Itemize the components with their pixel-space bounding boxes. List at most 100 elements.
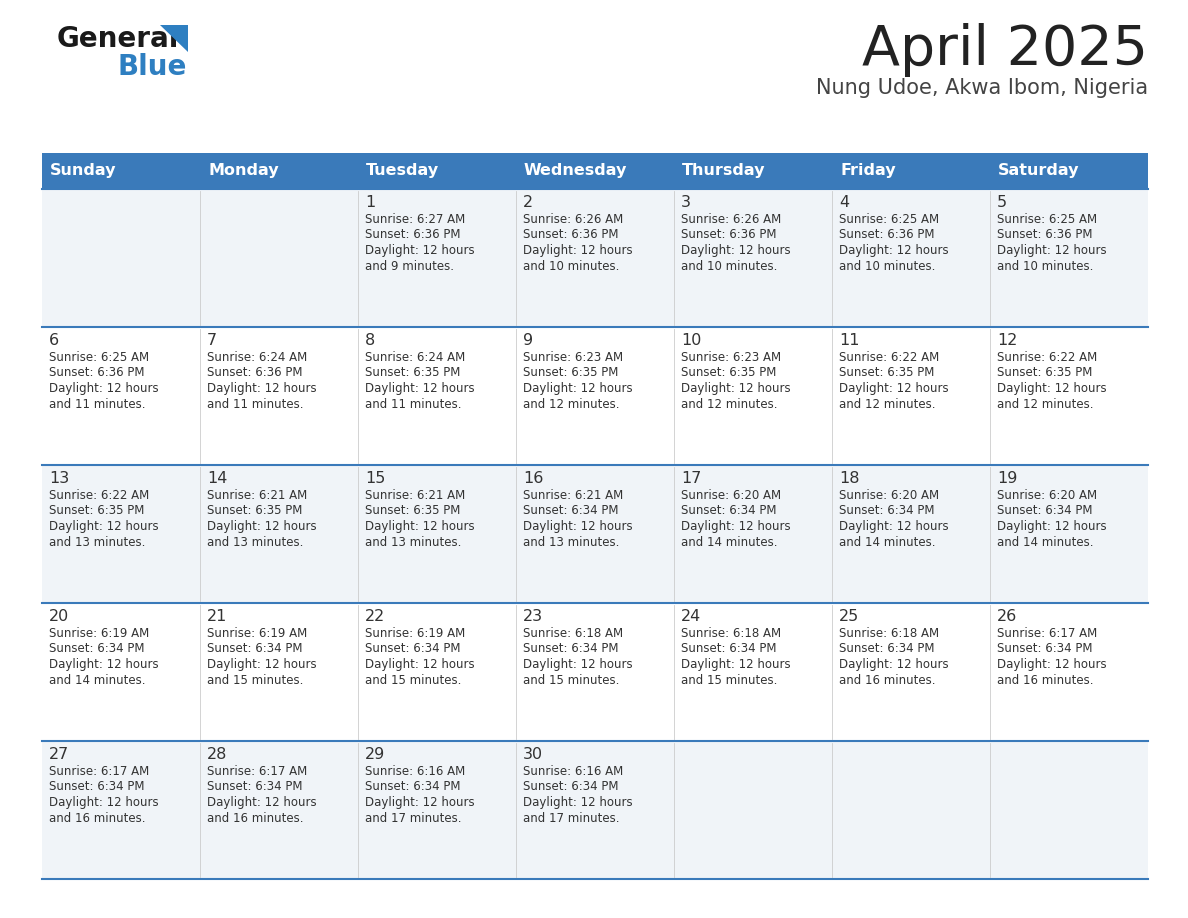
Text: Daylight: 12 hours: Daylight: 12 hours [681,520,791,533]
Text: Daylight: 12 hours: Daylight: 12 hours [523,244,633,257]
Text: and 14 minutes.: and 14 minutes. [681,535,777,548]
Bar [42,465,1148,603]
Text: and 10 minutes.: and 10 minutes. [997,260,1093,273]
Text: 6: 6 [49,333,59,348]
Text: and 14 minutes.: and 14 minutes. [997,535,1093,548]
Text: Monday: Monday [208,163,279,178]
Text: Sunset: 6:34 PM: Sunset: 6:34 PM [523,505,619,518]
Text: Daylight: 12 hours: Daylight: 12 hours [207,796,317,809]
Text: 4: 4 [839,195,849,210]
Bar [42,741,1148,879]
Text: Sunset: 6:35 PM: Sunset: 6:35 PM [207,505,303,518]
Text: Sunrise: 6:18 AM: Sunrise: 6:18 AM [523,627,624,640]
Text: Nung Udoe, Akwa Ibom, Nigeria: Nung Udoe, Akwa Ibom, Nigeria [816,78,1148,98]
Text: Sunset: 6:36 PM: Sunset: 6:36 PM [681,229,777,241]
Text: Sunrise: 6:17 AM: Sunrise: 6:17 AM [997,627,1098,640]
Text: Sunset: 6:34 PM: Sunset: 6:34 PM [365,780,461,793]
Text: Daylight: 12 hours: Daylight: 12 hours [997,382,1107,395]
Text: Daylight: 12 hours: Daylight: 12 hours [523,382,633,395]
Text: Sunset: 6:35 PM: Sunset: 6:35 PM [365,366,461,379]
Text: Sunset: 6:35 PM: Sunset: 6:35 PM [523,366,619,379]
Text: General: General [57,25,179,53]
Text: and 16 minutes.: and 16 minutes. [997,674,1093,687]
Text: and 13 minutes.: and 13 minutes. [523,535,619,548]
Text: Sunset: 6:34 PM: Sunset: 6:34 PM [207,643,303,655]
Text: Daylight: 12 hours: Daylight: 12 hours [839,244,949,257]
Text: Sunrise: 6:21 AM: Sunrise: 6:21 AM [523,489,624,502]
Text: Sunset: 6:34 PM: Sunset: 6:34 PM [997,505,1093,518]
Text: Sunset: 6:36 PM: Sunset: 6:36 PM [49,366,145,379]
Text: and 12 minutes.: and 12 minutes. [523,397,619,410]
Text: Sunset: 6:34 PM: Sunset: 6:34 PM [49,780,145,793]
Text: Daylight: 12 hours: Daylight: 12 hours [681,658,791,671]
Text: 5: 5 [997,195,1007,210]
Text: Sunrise: 6:18 AM: Sunrise: 6:18 AM [839,627,940,640]
Text: Sunrise: 6:20 AM: Sunrise: 6:20 AM [997,489,1098,502]
Text: Daylight: 12 hours: Daylight: 12 hours [365,520,475,533]
Text: Sunrise: 6:22 AM: Sunrise: 6:22 AM [49,489,150,502]
Text: 16: 16 [523,471,543,486]
Text: and 16 minutes.: and 16 minutes. [207,812,303,824]
Bar [42,189,1148,327]
Text: 8: 8 [365,333,375,348]
Text: 30: 30 [523,747,543,762]
Text: and 16 minutes.: and 16 minutes. [839,674,935,687]
Text: Daylight: 12 hours: Daylight: 12 hours [523,796,633,809]
Text: Sunrise: 6:16 AM: Sunrise: 6:16 AM [523,765,624,778]
Text: 7: 7 [207,333,217,348]
Text: Sunrise: 6:20 AM: Sunrise: 6:20 AM [839,489,940,502]
Text: Friday: Friday [840,163,896,178]
Text: 22: 22 [365,609,385,624]
Text: Daylight: 12 hours: Daylight: 12 hours [681,244,791,257]
Text: 11: 11 [839,333,859,348]
Text: 2: 2 [523,195,533,210]
Text: Sunrise: 6:20 AM: Sunrise: 6:20 AM [681,489,782,502]
Text: Sunset: 6:34 PM: Sunset: 6:34 PM [681,505,777,518]
Text: 19: 19 [997,471,1017,486]
Text: Sunset: 6:35 PM: Sunset: 6:35 PM [997,366,1093,379]
Polygon shape [160,25,188,52]
Text: 10: 10 [681,333,701,348]
Text: 28: 28 [207,747,227,762]
Text: Daylight: 12 hours: Daylight: 12 hours [49,796,159,809]
Text: Thursday: Thursday [682,163,765,178]
Text: Daylight: 12 hours: Daylight: 12 hours [523,520,633,533]
Text: 17: 17 [681,471,701,486]
Text: and 11 minutes.: and 11 minutes. [49,397,145,410]
Text: 29: 29 [365,747,385,762]
Text: Sunset: 6:36 PM: Sunset: 6:36 PM [365,229,461,241]
Text: Sunrise: 6:19 AM: Sunrise: 6:19 AM [49,627,150,640]
Text: 23: 23 [523,609,543,624]
Text: Sunrise: 6:19 AM: Sunrise: 6:19 AM [207,627,308,640]
Text: Sunrise: 6:25 AM: Sunrise: 6:25 AM [49,351,150,364]
Text: 3: 3 [681,195,691,210]
Text: and 17 minutes.: and 17 minutes. [365,812,461,824]
Text: 15: 15 [365,471,385,486]
Text: and 16 minutes.: and 16 minutes. [49,812,145,824]
Text: Daylight: 12 hours: Daylight: 12 hours [49,520,159,533]
Text: Sunday: Sunday [50,163,116,178]
Text: Sunrise: 6:27 AM: Sunrise: 6:27 AM [365,213,466,226]
Text: Sunrise: 6:17 AM: Sunrise: 6:17 AM [207,765,308,778]
Text: 18: 18 [839,471,859,486]
Text: 9: 9 [523,333,533,348]
Text: 13: 13 [49,471,69,486]
Text: Sunset: 6:36 PM: Sunset: 6:36 PM [207,366,303,379]
Text: Daylight: 12 hours: Daylight: 12 hours [523,658,633,671]
Text: Sunset: 6:34 PM: Sunset: 6:34 PM [365,643,461,655]
Text: and 13 minutes.: and 13 minutes. [207,535,303,548]
Text: and 17 minutes.: and 17 minutes. [523,812,619,824]
Text: 21: 21 [207,609,227,624]
Text: 14: 14 [207,471,227,486]
Text: Saturday: Saturday [998,163,1080,178]
Text: April 2025: April 2025 [862,23,1148,77]
Text: Sunset: 6:34 PM: Sunset: 6:34 PM [839,505,935,518]
Text: and 14 minutes.: and 14 minutes. [839,535,935,548]
Text: and 15 minutes.: and 15 minutes. [681,674,777,687]
Text: Sunrise: 6:23 AM: Sunrise: 6:23 AM [681,351,782,364]
Text: Sunset: 6:34 PM: Sunset: 6:34 PM [207,780,303,793]
Text: Sunrise: 6:26 AM: Sunrise: 6:26 AM [681,213,782,226]
Text: and 13 minutes.: and 13 minutes. [365,535,461,548]
Text: 12: 12 [997,333,1017,348]
Text: Sunrise: 6:21 AM: Sunrise: 6:21 AM [365,489,466,502]
